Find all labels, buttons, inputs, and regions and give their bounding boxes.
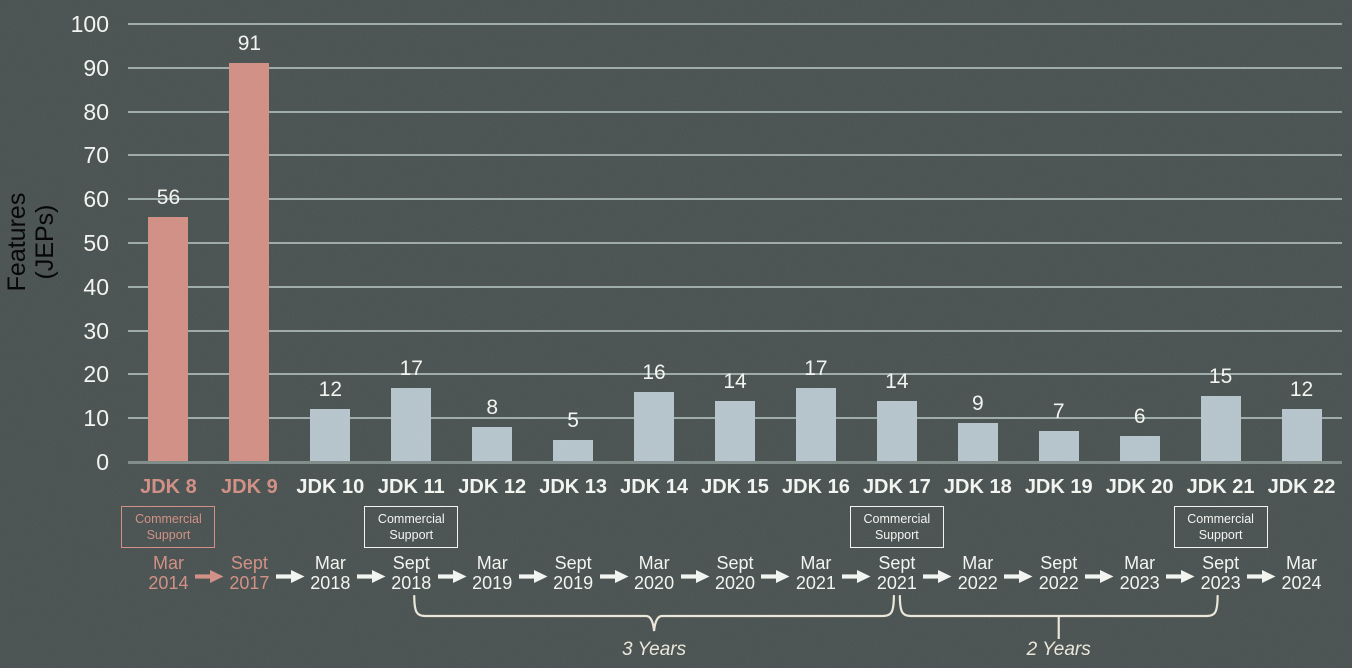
timeline-arrow-icon	[1003, 569, 1033, 589]
category-label-jdk-9: JDK 9	[221, 476, 278, 498]
bar-jdk-17	[876, 400, 917, 463]
bar-value-label: 12	[318, 378, 342, 402]
duration-label: 3 Years	[622, 639, 687, 660]
bar-jdk-11	[391, 387, 432, 463]
timeline-arrow-icon	[1246, 569, 1276, 589]
category-label-jdk-14: JDK 14	[620, 476, 688, 498]
category-label-jdk-13: JDK 13	[539, 476, 608, 498]
timeline-arrow-icon	[1084, 569, 1114, 589]
bar-value-label: 14	[885, 369, 909, 393]
category-label-jdk-12: JDK 12	[458, 476, 527, 498]
timeline-arrow-icon	[922, 569, 952, 589]
bar-jdk-14	[634, 391, 675, 463]
timeline-arrow-icon	[680, 569, 710, 589]
bar-value-label: 5	[567, 409, 579, 433]
bar-value-label: 9	[971, 391, 984, 415]
commercial-support-text: Support	[1198, 528, 1243, 542]
bar-value-label: 14	[723, 369, 747, 393]
category-label-jdk-22: JDK 22	[1267, 476, 1336, 498]
bar-jdk-16	[795, 387, 836, 463]
category-label-jdk-20: JDK 20	[1105, 476, 1174, 498]
bar-jdk-22	[1281, 409, 1322, 463]
category-label-jdk-18: JDK 18	[943, 476, 1012, 498]
category-label-jdk-15: JDK 15	[701, 476, 769, 498]
bar-jdk-15	[715, 400, 755, 463]
commercial-support-text: Support	[874, 528, 919, 542]
timeline-arrow-icon	[518, 569, 548, 589]
bar-jdk-12	[472, 426, 513, 463]
bar-value-label: 15	[1208, 365, 1233, 389]
bar-jdk-8	[148, 216, 189, 463]
timeline-arrow-icon	[194, 569, 224, 589]
timeline-arrow-icon	[760, 569, 790, 589]
timeline-arrow-icon	[275, 569, 305, 589]
bar-jdk-9	[229, 63, 270, 463]
bar-value-label: 16	[642, 360, 666, 384]
bar-value-label: 12	[1289, 378, 1314, 402]
commercial-support-text: Support	[146, 528, 191, 542]
category-label-jdk-21: JDK 21	[1186, 476, 1255, 498]
bar-jdk-21	[1200, 396, 1241, 463]
timeline-arrow-icon	[356, 569, 386, 589]
x-axis-line	[128, 460, 1342, 464]
y-axis-title: Features (JEPs)	[3, 132, 59, 352]
bar-jdk-19	[1038, 431, 1079, 463]
bar-value-label: 56	[156, 185, 181, 209]
commercial-support-box: Commercial Support	[121, 506, 216, 548]
timeline-arrow-icon	[599, 569, 629, 589]
timeline-arrow-icon	[841, 569, 871, 589]
category-label-jdk-11: JDK 11	[377, 476, 445, 498]
category-label-jdk-8: JDK 8	[140, 476, 197, 498]
bar-jdk-18	[957, 422, 998, 463]
timeline-arrow-icon	[437, 569, 467, 589]
y-axis-title-line1: Features	[3, 192, 31, 292]
commercial-support-box: Commercial Support	[364, 506, 459, 548]
bar-value-label: 7	[1052, 400, 1065, 424]
commercial-support-box: Commercial Support	[849, 506, 944, 548]
bar-value-label: 8	[486, 395, 499, 419]
bar-value-label: 17	[804, 356, 828, 380]
bar-value-label: 17	[399, 356, 423, 380]
commercial-support-text: Commercial	[863, 512, 931, 526]
category-label-jdk-19: JDK 19	[1024, 476, 1093, 498]
commercial-support-text: Commercial	[377, 512, 445, 526]
y-axis-title-line2: (JEPs)	[31, 204, 59, 280]
bar-value-label: 6	[1133, 404, 1146, 428]
duration-label: 2 Years	[1026, 639, 1091, 660]
category-label-jdk-17: JDK 17	[862, 476, 931, 498]
bar-value-label: 91	[237, 32, 262, 56]
timeline-arrow-icon	[1165, 569, 1195, 589]
commercial-support-box: Commercial Support	[1173, 506, 1268, 548]
commercial-support-text: Commercial	[1187, 512, 1254, 526]
commercial-support-text: Commercial	[135, 512, 202, 526]
category-label-jdk-16: JDK 16	[782, 476, 850, 498]
commercial-support-text: Support	[389, 528, 434, 542]
category-label-jdk-10: JDK 10	[296, 476, 365, 498]
bar-jdk-10	[310, 409, 351, 463]
bar-jdk-20	[1119, 435, 1160, 463]
